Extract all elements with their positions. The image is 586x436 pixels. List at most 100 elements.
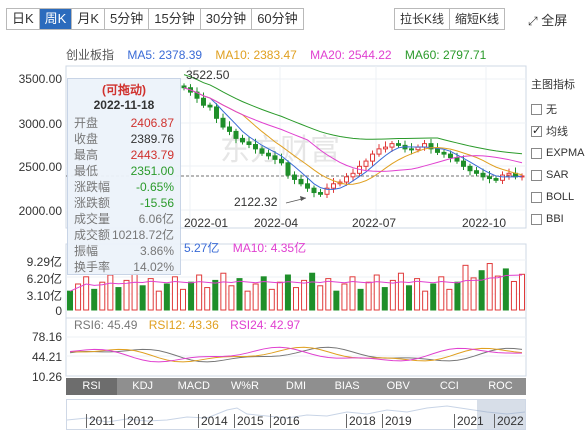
ma-line <box>183 74 523 155</box>
timeline-tick <box>454 414 455 428</box>
indicator-tabs: RSI KDJ MACD W%R DMI BIAS OBV CCI ROC <box>66 378 526 395</box>
checkbox[interactable] <box>531 191 542 203</box>
tab-5min[interactable]: 5分钟 <box>105 9 150 29</box>
candle-body <box>480 172 486 178</box>
tooltip-row: 收盘 2389.76 <box>68 131 180 147</box>
tooltip-key: 最低 <box>74 164 99 178</box>
volume-bar <box>478 270 485 311</box>
indicator-tab[interactable]: W%R <box>230 380 259 392</box>
volume-bar <box>155 290 162 311</box>
checkbox[interactable] <box>531 103 542 115</box>
candle-body <box>428 143 434 150</box>
indicator-option-label: BOLL <box>546 191 575 203</box>
tab-30min[interactable]: 30分钟 <box>200 9 253 29</box>
candle-body <box>435 148 440 153</box>
volume-bar <box>301 279 308 311</box>
tooltip-row: 最高 2443.79 <box>68 147 180 163</box>
candle-body <box>227 126 232 132</box>
timeline-tick <box>346 414 347 428</box>
indicator-tab[interactable]: RSI <box>66 378 118 395</box>
volume-bar <box>75 283 82 311</box>
indicator-tab[interactable]: OBV <box>386 380 410 392</box>
timeline-scroller[interactable]: 2011 2012 2014 2015 2016 2018 2019 2021 2022 <box>66 399 526 430</box>
candle-body <box>461 160 466 167</box>
candle-body <box>344 176 349 183</box>
indicator-tab[interactable]: BIAS <box>334 380 360 392</box>
candle-body <box>383 146 388 150</box>
volume-bar <box>284 274 291 311</box>
indicator-option[interactable]: EXPMA <box>531 142 586 164</box>
ma-line <box>183 87 523 172</box>
candle-body <box>363 160 369 167</box>
indicator-option[interactable]: 无 <box>531 98 586 120</box>
indicator-option[interactable]: BOLL <box>531 186 586 208</box>
volume-bar <box>333 290 340 311</box>
indicator-tab[interactable]: ROC <box>488 380 513 392</box>
indicator-tab[interactable]: MACD <box>177 380 210 392</box>
tab-15min[interactable]: 15分钟 <box>149 9 201 29</box>
rsi6-value: RSI6: 45.49 <box>74 318 138 332</box>
candle-body <box>272 155 278 160</box>
timeline-window[interactable] <box>477 400 525 429</box>
tooltip-value: -0.65% <box>135 180 174 194</box>
candle-body <box>487 176 492 180</box>
x-axis-label: 2022-01 <box>184 216 229 230</box>
volume-bar <box>309 272 316 311</box>
checkbox[interactable] <box>531 213 542 225</box>
period-tabs: 日K 周K 月K 5分钟 15分钟 30分钟 60分钟 <box>6 8 304 30</box>
ma-line <box>183 87 523 190</box>
rsi-axis-label: 10.26 <box>31 370 62 384</box>
timeline-year: 2018 <box>349 414 376 428</box>
timeline-tick <box>198 414 199 428</box>
indicator-tab[interactable]: DMI <box>285 380 307 392</box>
timeline-tick <box>86 414 87 428</box>
rsi-line <box>69 346 523 363</box>
indicator-tab[interactable]: CCI <box>439 380 459 392</box>
main-indicator-panel: 主图指标 无均线 EXPMA SAR BOLL BBI <box>531 76 586 230</box>
kline-tooltip[interactable]: (可拖动) 2022-11-18 开盘 2406.87 收盘 2389.76 最高 244… <box>67 78 181 275</box>
indicator-option[interactable]: 均线 <box>531 120 586 142</box>
tab-day-k[interactable]: 日K <box>7 9 40 29</box>
volume-bar <box>276 281 283 311</box>
checkbox[interactable] <box>531 124 542 137</box>
indicator-tab[interactable]: KDJ <box>132 380 154 392</box>
volume-bar <box>204 287 211 311</box>
fullscreen-label: 全屏 <box>541 13 568 28</box>
timeline-tick <box>270 414 271 428</box>
candle-body <box>246 141 252 146</box>
ma20-value: MA20: 2544.22 <box>310 48 392 62</box>
volume-bar <box>494 275 501 311</box>
low-annotation: 2122.32 <box>234 195 278 209</box>
x-axis-label: 2022-07 <box>352 216 397 230</box>
fullscreen-button[interactable]: ⤢ 全屏 <box>528 10 567 29</box>
candle-body <box>415 146 421 151</box>
tooltip-date: 2022-11-18 <box>93 98 155 112</box>
shrink-kline-button[interactable]: 缩短K线 <box>449 8 506 30</box>
candle-body <box>233 130 239 139</box>
tooltip-row: 振幅 3.86% <box>68 243 180 259</box>
candle-body <box>194 91 200 99</box>
volume-bar <box>365 281 372 311</box>
volume-bar <box>519 273 525 311</box>
rsi-legend: RSI6: 45.49 RSI12: 43.36 RSI24: 42.97 <box>74 318 300 332</box>
tooltip-value: 6.06亿 <box>138 212 174 226</box>
volume-bar <box>293 287 299 311</box>
volume-bar <box>268 288 275 311</box>
tooltip-key: 振幅 <box>74 244 99 258</box>
tooltip-row: 最低 2351.00 <box>68 163 180 179</box>
volume-bar <box>462 264 469 311</box>
volume-bar <box>123 279 130 311</box>
volume-bar <box>180 288 186 311</box>
indicator-option[interactable]: SAR <box>531 164 586 186</box>
indicator-option[interactable]: BBI <box>531 208 586 230</box>
checkbox[interactable] <box>531 147 542 159</box>
tab-week-k[interactable]: 周K <box>39 9 73 29</box>
candle-body <box>311 187 317 194</box>
tooltip-value: 10218.72亿 <box>111 228 174 242</box>
tab-month-k[interactable]: 月K <box>72 9 106 29</box>
tab-60min[interactable]: 60分钟 <box>252 9 303 29</box>
indicator-option-label: 均线 <box>546 126 568 138</box>
checkbox[interactable] <box>531 169 542 181</box>
volume-bar <box>91 288 98 311</box>
